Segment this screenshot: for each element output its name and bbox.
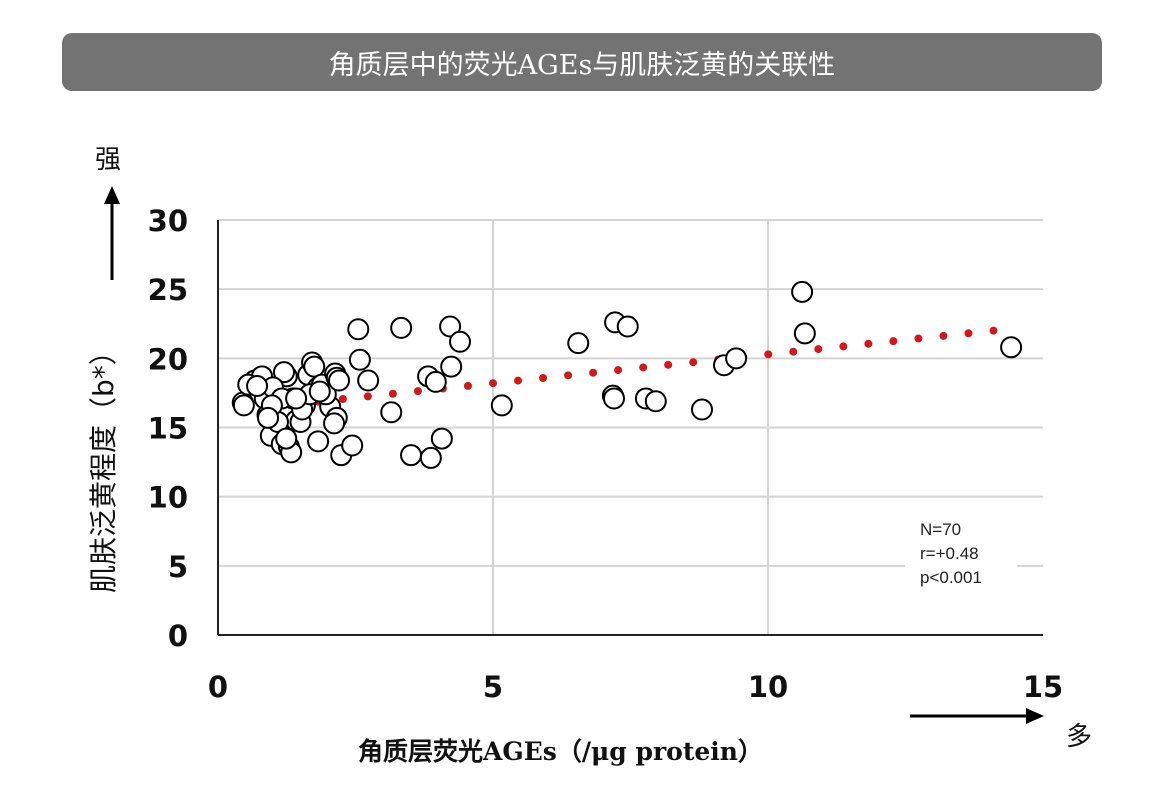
tick-labels: 0 5 10 15 20 25 30 0 5 10 15 <box>148 204 1064 704</box>
x-arrow-label: 多 <box>1066 722 1092 752</box>
trend-dot <box>388 389 397 398</box>
data-point <box>308 380 331 403</box>
data-point <box>490 394 513 417</box>
data-point <box>430 427 453 450</box>
y-tick-label: 20 <box>148 342 188 376</box>
data-point <box>275 427 298 450</box>
trend-dot <box>413 387 422 396</box>
y-axis-label: 肌肤泛黄程度（b*） <box>87 337 120 593</box>
data-point <box>603 387 625 410</box>
x-tick-label: 10 <box>748 670 788 704</box>
trend-dot <box>864 339 873 348</box>
trend-dot <box>664 360 673 369</box>
y-arrow-label: 强 <box>95 145 121 175</box>
trend-dot <box>939 331 948 340</box>
axes <box>217 220 1043 636</box>
data-point <box>323 412 346 435</box>
trend-dot <box>589 368 598 377</box>
x-arrow-head-icon <box>1026 708 1044 724</box>
trend-dot <box>514 376 523 385</box>
data-point <box>439 315 462 338</box>
trend-dot <box>914 334 923 343</box>
trend-dot <box>889 337 898 346</box>
data-points <box>231 280 1023 469</box>
y-tick-label: 25 <box>148 273 188 307</box>
data-point <box>273 361 295 384</box>
data-point <box>449 330 471 353</box>
trend-dot <box>789 347 798 356</box>
data-point <box>341 434 364 457</box>
trend-dot <box>764 350 773 359</box>
x-tick-label: 0 <box>208 670 228 704</box>
data-point <box>357 369 380 392</box>
trend-dot <box>463 381 472 390</box>
data-point <box>246 375 269 397</box>
data-point <box>791 280 814 303</box>
y-tick-label: 5 <box>168 550 188 584</box>
trend-dot <box>814 345 823 354</box>
trend-dot <box>639 363 648 372</box>
data-point <box>347 318 370 341</box>
trend-dot <box>363 392 372 401</box>
data-point <box>644 390 667 413</box>
trend-dot <box>839 342 848 351</box>
data-point <box>616 315 639 338</box>
data-point <box>567 332 590 355</box>
trend-dot <box>489 379 497 388</box>
trend-dot <box>564 371 573 380</box>
trend-dot <box>989 326 998 335</box>
data-point <box>1000 336 1023 359</box>
data-point <box>328 369 350 392</box>
trend-dot <box>614 366 623 375</box>
data-point <box>725 347 748 370</box>
stat-p: p<0.001 <box>920 568 982 587</box>
data-point <box>285 387 308 410</box>
data-point <box>793 322 816 345</box>
y-arrow-head-icon <box>104 186 120 204</box>
trend-dot <box>338 395 347 404</box>
y-tick-label: 0 <box>168 619 188 653</box>
y-tick-label: 30 <box>148 204 188 238</box>
x-tick-label: 5 <box>483 670 503 704</box>
data-point <box>232 394 255 417</box>
data-point <box>307 430 330 453</box>
gridlines <box>218 219 1043 635</box>
data-point <box>400 444 423 467</box>
stats-box <box>905 512 1017 592</box>
data-point <box>390 316 413 339</box>
data-point <box>440 355 463 378</box>
x-axis-label: 角质层荧光AGEs（/μg protein） <box>358 737 763 766</box>
y-tick-label: 15 <box>148 412 188 446</box>
trend-dot <box>539 373 548 382</box>
data-point <box>257 406 280 429</box>
chart-title: 角质层中的荧光AGEs与肌肤泛黄的关联性 <box>62 33 1102 91</box>
data-point <box>419 446 442 469</box>
data-point <box>424 370 447 393</box>
stat-n: N=70 <box>920 520 961 539</box>
x-tick-label: 15 <box>1023 670 1063 704</box>
trend-dot <box>689 358 698 367</box>
y-tick-label: 10 <box>148 481 188 515</box>
data-point <box>348 348 371 371</box>
data-point <box>691 398 713 421</box>
data-point <box>303 355 326 378</box>
stat-r: r=+0.48 <box>920 544 979 563</box>
trend-dot <box>964 329 973 338</box>
data-point <box>380 401 403 424</box>
